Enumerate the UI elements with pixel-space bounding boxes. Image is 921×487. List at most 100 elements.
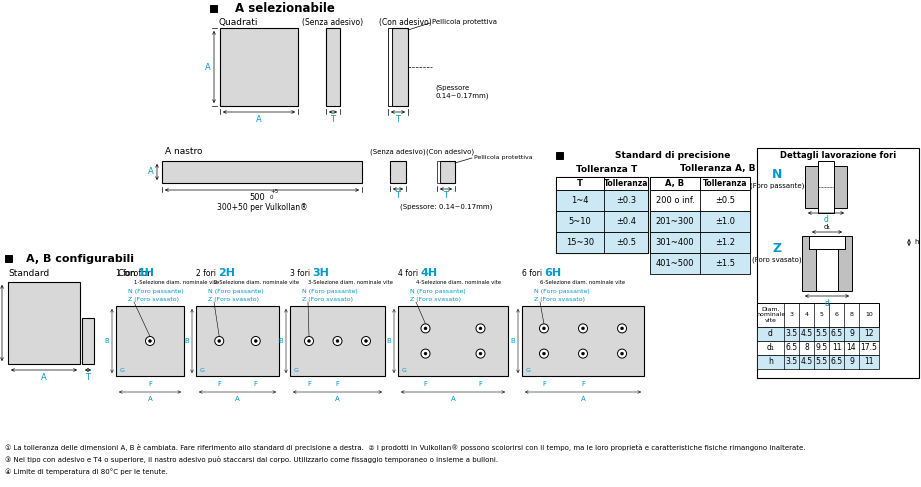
Bar: [556, 211, 648, 232]
Text: B: B: [510, 338, 516, 344]
Bar: [802, 236, 852, 291]
Text: A: A: [450, 396, 455, 402]
Text: F: F: [542, 381, 546, 387]
Text: A: A: [41, 373, 47, 381]
Text: Z (Foro svasato): Z (Foro svasato): [302, 297, 353, 301]
Text: ±1.2: ±1.2: [715, 238, 735, 247]
Text: 12: 12: [864, 330, 874, 338]
Bar: [388, 28, 392, 106]
Text: 3.5: 3.5: [786, 357, 798, 367]
Text: 1H: 1H: [138, 268, 155, 278]
Text: 1~4: 1~4: [571, 196, 589, 205]
Bar: [390, 161, 406, 183]
Text: 6-Selezione diam. nominale vite: 6-Selezione diam. nominale vite: [540, 281, 625, 285]
Bar: [210, 5, 217, 12]
Text: 200 o inf.: 200 o inf.: [656, 196, 694, 205]
Text: h: h: [914, 239, 918, 245]
Text: T: T: [395, 191, 401, 201]
Circle shape: [424, 327, 427, 330]
Text: 6: 6: [834, 313, 838, 318]
Text: 4.5: 4.5: [800, 330, 812, 338]
Bar: [757, 341, 879, 355]
Text: A: A: [335, 396, 340, 402]
Text: (Con adesivo): (Con adesivo): [379, 18, 431, 26]
Text: 9.5: 9.5: [815, 343, 828, 353]
Text: 8: 8: [804, 343, 809, 353]
Bar: [326, 28, 340, 106]
Text: 4H: 4H: [420, 268, 437, 278]
Text: Con fori: Con fori: [118, 268, 154, 278]
Bar: [556, 232, 648, 253]
Text: 11: 11: [864, 357, 874, 367]
Text: d₁: d₁: [823, 224, 831, 230]
Text: Quadrati: Quadrati: [218, 18, 258, 26]
Text: 14: 14: [846, 343, 857, 353]
Circle shape: [578, 324, 588, 333]
Text: Standard: Standard: [8, 268, 49, 278]
Text: A: A: [148, 168, 154, 176]
Text: ① La tolleranza delle dimensioni A, B è cambiata. Fare riferimento allo standard: ① La tolleranza delle dimensioni A, B è …: [5, 444, 806, 451]
Bar: [5, 255, 12, 262]
Circle shape: [540, 349, 549, 358]
Text: +5: +5: [270, 189, 278, 194]
Text: A selezionabile: A selezionabile: [235, 2, 335, 16]
Text: F: F: [148, 381, 152, 387]
Bar: [196, 306, 279, 376]
Bar: [162, 161, 362, 183]
Circle shape: [217, 339, 221, 342]
Text: 0.14~0.17mm): 0.14~0.17mm): [435, 93, 488, 99]
Text: (Foro svasato): (Foro svasato): [752, 257, 802, 263]
Text: 8: 8: [849, 313, 854, 318]
Circle shape: [479, 352, 482, 355]
Text: 401~500: 401~500: [656, 259, 694, 268]
Text: 5~10: 5~10: [568, 217, 591, 226]
Text: N (Foro passante): N (Foro passante): [410, 288, 466, 294]
Bar: [220, 28, 298, 106]
Bar: [8, 282, 80, 364]
Text: A: A: [580, 396, 586, 402]
Bar: [392, 28, 408, 106]
Text: T: T: [577, 179, 583, 188]
Text: (Spessore: 0.14~0.17mm): (Spessore: 0.14~0.17mm): [400, 204, 492, 210]
Bar: [650, 211, 750, 232]
Text: G: G: [120, 369, 125, 374]
Text: 9: 9: [849, 330, 854, 338]
Text: Tolleranza T: Tolleranza T: [576, 165, 637, 173]
Text: 5.5: 5.5: [815, 330, 828, 338]
Circle shape: [542, 352, 545, 355]
Text: d: d: [823, 214, 828, 224]
Circle shape: [621, 327, 624, 330]
Text: 1 foro: 1 foro: [116, 268, 138, 278]
Text: T: T: [444, 191, 449, 201]
Text: 11: 11: [832, 343, 841, 353]
Bar: [650, 177, 750, 253]
Bar: [522, 306, 644, 376]
Bar: [82, 318, 94, 364]
Text: G: G: [402, 369, 407, 374]
Text: ③ Nel tipo con adesivo e T4 o superiore, il nastro adesivo può staccarsi dal cor: ③ Nel tipo con adesivo e T4 o superiore,…: [5, 456, 498, 463]
Bar: [440, 161, 455, 183]
Circle shape: [421, 349, 430, 358]
Text: d₁: d₁: [766, 343, 775, 353]
Bar: [650, 177, 750, 190]
Text: A, B: A, B: [666, 179, 684, 188]
Text: N: N: [772, 168, 782, 181]
Text: T: T: [86, 373, 90, 381]
Text: ±0.5: ±0.5: [715, 196, 735, 205]
Circle shape: [618, 349, 626, 358]
Bar: [556, 177, 648, 190]
Text: F: F: [479, 381, 483, 387]
Text: Tolleranza: Tolleranza: [604, 179, 648, 188]
Text: N (Foro passante): N (Foro passante): [302, 288, 357, 294]
Text: 0: 0: [270, 195, 274, 200]
Circle shape: [476, 324, 485, 333]
Text: 6H: 6H: [544, 268, 561, 278]
Text: G: G: [200, 369, 204, 374]
Circle shape: [308, 339, 310, 342]
Circle shape: [251, 337, 261, 345]
Bar: [556, 177, 648, 253]
Text: N (Foro passante): N (Foro passante): [208, 288, 263, 294]
Bar: [757, 327, 879, 341]
Text: T: T: [331, 114, 335, 124]
Text: G: G: [294, 369, 299, 374]
